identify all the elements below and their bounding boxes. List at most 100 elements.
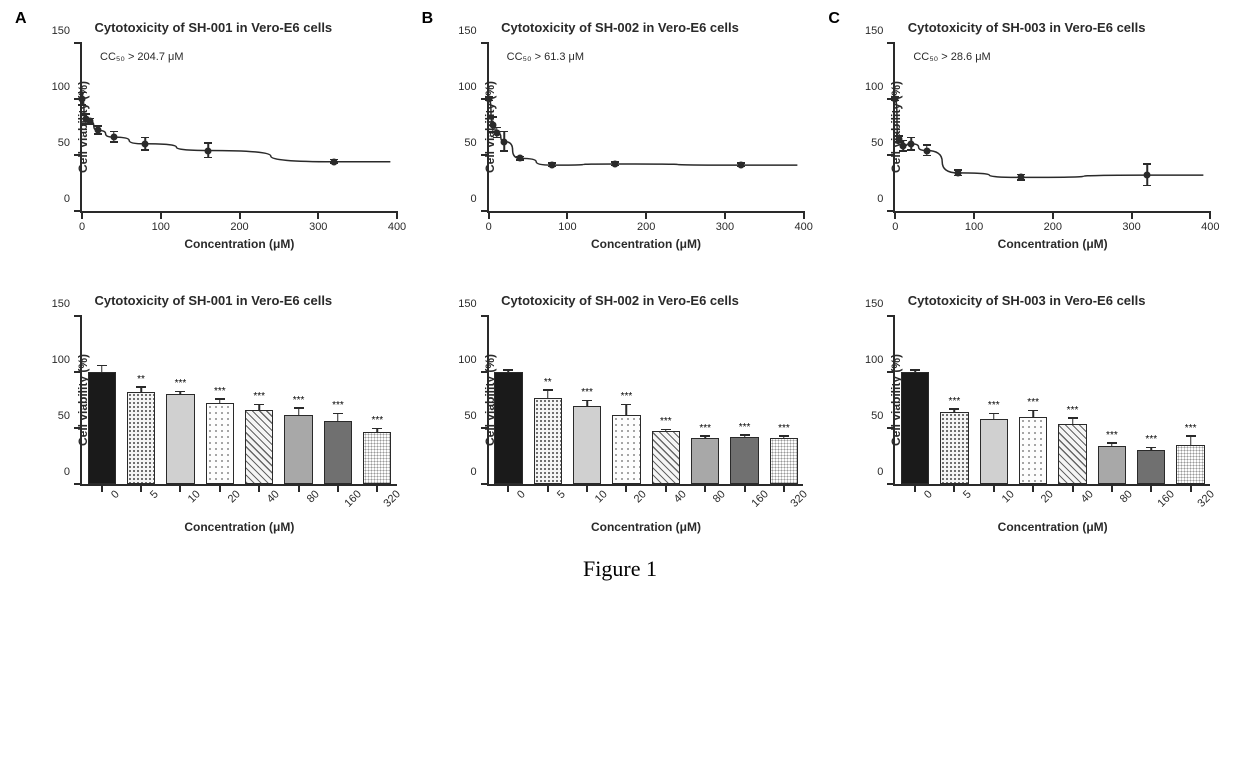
ytick-label: 50 <box>464 137 488 149</box>
figure-grid: A Cytotoxicity of SH-001 in Vero-E6 cell… <box>30 20 1210 536</box>
xtick-label: 300 <box>716 211 734 233</box>
bar <box>980 419 1008 484</box>
bar <box>1176 445 1204 484</box>
plot-area-A-scatter: Cell viability (%) Concentration (μM) 05… <box>80 43 397 213</box>
significance-marker: *** <box>371 415 383 426</box>
xtick-label: 200 <box>637 211 655 233</box>
bar <box>1137 450 1165 484</box>
ytick-label: 100 <box>865 81 895 93</box>
bar <box>324 421 352 484</box>
panel-A-bar: Cytotoxicity of SH-001 in Vero-E6 cells … <box>30 293 397 536</box>
panel-label-C: C <box>828 10 840 28</box>
chart-title: Cytotoxicity of SH-002 in Vero-E6 cells <box>437 293 804 308</box>
bar <box>612 415 640 484</box>
ytick-label: 150 <box>865 298 895 310</box>
significance-marker: *** <box>581 387 593 398</box>
xtick-label: 400 <box>794 211 812 233</box>
xtick-label: 10 <box>182 484 203 505</box>
plot-area-B-scatter: Cell viability (%) Concentration (μM) 05… <box>487 43 804 213</box>
panel-C-scatter: C Cytotoxicity of SH-003 in Vero-E6 cell… <box>843 20 1210 263</box>
xtick-label: 20 <box>221 484 242 505</box>
plot-area-A-bar: Cell viability (%) Concentration (μM) 05… <box>80 316 397 486</box>
x-axis-label: Concentration (μM) <box>591 520 701 534</box>
panel-B-scatter: B Cytotoxicity of SH-002 in Vero-E6 cell… <box>437 20 804 263</box>
bar <box>770 438 798 484</box>
xtick-label: 5 <box>144 484 161 501</box>
fitted-curve <box>82 99 390 162</box>
significance-marker: ** <box>137 374 145 385</box>
bar <box>363 432 391 484</box>
chart-title: Cytotoxicity of SH-003 in Vero-E6 cells <box>843 20 1210 35</box>
significance-marker: ** <box>544 377 552 388</box>
xtick-label: 20 <box>1035 484 1056 505</box>
xtick-label: 400 <box>1201 211 1219 233</box>
ytick-label: 0 <box>64 466 82 478</box>
xtick-label: 40 <box>667 484 688 505</box>
bar <box>1098 446 1126 484</box>
xtick-label: 5 <box>550 484 567 501</box>
panel-label-B: B <box>422 10 434 28</box>
bar <box>940 412 968 484</box>
bar <box>206 403 234 484</box>
bar <box>573 406 601 484</box>
ytick-label: 100 <box>865 354 895 366</box>
chart-title: Cytotoxicity of SH-001 in Vero-E6 cells <box>30 293 397 308</box>
xtick-label: 160 <box>1151 484 1177 510</box>
xtick-label: 5 <box>957 484 974 501</box>
xtick-label: 160 <box>745 484 771 510</box>
significance-marker: *** <box>293 395 305 406</box>
ytick-label: 0 <box>471 193 489 205</box>
ytick-label: 0 <box>471 466 489 478</box>
xtick-label: 100 <box>558 211 576 233</box>
xtick-label: 200 <box>1044 211 1062 233</box>
ytick-label: 50 <box>871 137 895 149</box>
significance-marker: *** <box>214 386 226 397</box>
panel-label-A: A <box>15 10 27 28</box>
xtick-label: 300 <box>309 211 327 233</box>
significance-marker: *** <box>621 391 633 402</box>
ytick-label: 0 <box>877 466 895 478</box>
fitted-curve <box>489 99 797 165</box>
significance-marker: *** <box>739 422 751 433</box>
xtick-label: 0 <box>104 484 121 501</box>
xtick-label: 400 <box>388 211 406 233</box>
xtick-label: 10 <box>995 484 1016 505</box>
xtick-label: 0 <box>486 211 492 233</box>
xtick-label: 80 <box>1113 484 1134 505</box>
xtick-label: 80 <box>707 484 728 505</box>
xtick-label: 0 <box>918 484 935 501</box>
ytick-label: 100 <box>458 354 488 366</box>
xtick-label: 320 <box>784 484 810 510</box>
significance-marker: *** <box>778 423 790 434</box>
plot-area-B-bar: Cell viability (%) Concentration (μM) 05… <box>487 316 804 486</box>
xtick-label: 100 <box>965 211 983 233</box>
significance-marker: *** <box>988 400 1000 411</box>
xtick-label: 0 <box>79 211 85 233</box>
significance-marker: *** <box>660 416 672 427</box>
significance-marker: *** <box>699 423 711 434</box>
xtick-label: 160 <box>338 484 364 510</box>
ytick-label: 150 <box>52 298 82 310</box>
bar <box>88 372 116 484</box>
ytick-label: 50 <box>58 137 82 149</box>
chart-title: Cytotoxicity of SH-003 in Vero-E6 cells <box>843 293 1210 308</box>
ytick-label: 150 <box>52 25 82 37</box>
significance-marker: *** <box>332 400 344 411</box>
ytick-label: 100 <box>458 81 488 93</box>
ytick-label: 150 <box>458 25 488 37</box>
xtick-label: 200 <box>230 211 248 233</box>
ytick-label: 50 <box>871 410 895 422</box>
ytick-label: 150 <box>458 298 488 310</box>
xtick-label: 320 <box>378 484 404 510</box>
plot-area-C-bar: Cell viability (%) Concentration (μM) 05… <box>893 316 1210 486</box>
xtick-label: 80 <box>300 484 321 505</box>
significance-marker: *** <box>253 391 265 402</box>
x-axis-label: Concentration (μM) <box>998 237 1108 251</box>
bar <box>1058 424 1086 484</box>
significance-marker: *** <box>949 396 961 407</box>
xtick-label: 40 <box>261 484 282 505</box>
ytick-label: 150 <box>865 25 895 37</box>
xtick-label: 100 <box>152 211 170 233</box>
fitted-curve <box>895 99 1203 177</box>
bar <box>901 372 929 484</box>
